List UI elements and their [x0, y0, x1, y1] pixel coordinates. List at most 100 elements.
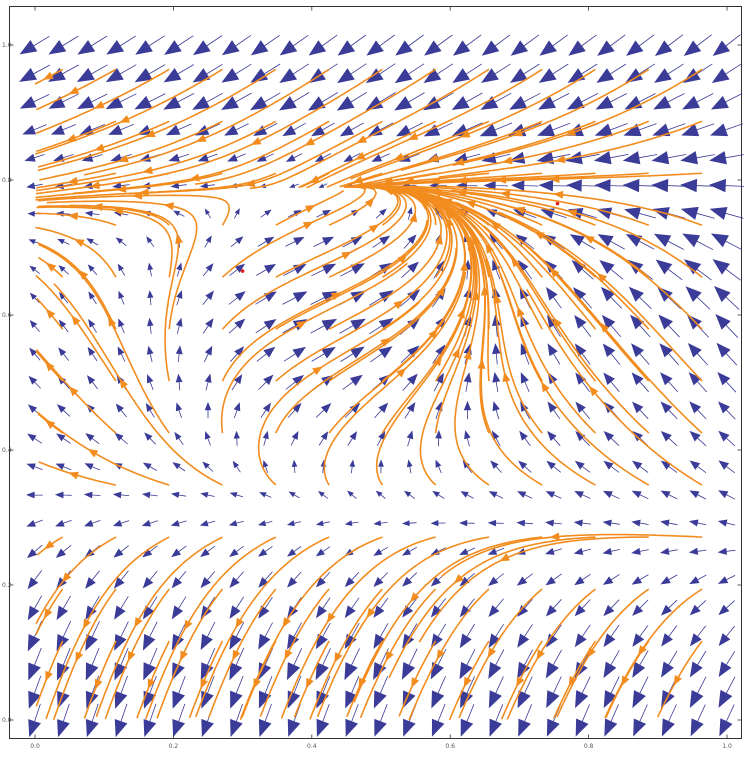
vector-arrow	[518, 704, 533, 737]
vector-arrow	[56, 595, 71, 621]
vector-arrow	[373, 648, 389, 680]
streamline-arrowhead	[305, 205, 316, 213]
vector-arrow	[200, 621, 216, 651]
streamline-arrowhead	[87, 448, 99, 458]
vector-arrow	[373, 676, 389, 709]
streamline	[298, 120, 437, 189]
vector-arrow	[373, 572, 389, 587]
vector-arrow	[630, 343, 650, 365]
vector-arrow	[307, 92, 339, 111]
vector-arrow	[311, 122, 335, 137]
vector-arrow	[376, 430, 386, 446]
vector-arrow	[193, 35, 223, 56]
vector-arrow	[19, 94, 50, 109]
vector-arrow	[315, 648, 331, 681]
streamline-arrowhead	[584, 235, 595, 244]
vector-arrow	[545, 624, 562, 648]
vector-arrow	[201, 703, 215, 738]
vector-arrow	[316, 703, 330, 737]
vector-arrow	[315, 520, 330, 527]
vector-arrow	[287, 675, 302, 709]
vector-arrow	[430, 547, 446, 556]
vector-arrow	[655, 259, 683, 281]
streamline	[316, 536, 490, 718]
vector-arrow	[718, 460, 735, 474]
streamline-arrowhead	[566, 209, 578, 217]
vector-arrow	[373, 623, 389, 649]
vector-arrow	[517, 624, 533, 648]
vector-arrow	[288, 491, 300, 499]
vector-arrow	[147, 262, 154, 277]
vector-arrow	[229, 263, 246, 276]
vector-arrow	[315, 546, 331, 557]
streamline-arrowhead	[127, 650, 136, 662]
vector-arrow	[681, 123, 715, 137]
vector-arrow	[200, 545, 216, 558]
vector-arrow	[688, 519, 707, 527]
vector-arrow	[431, 676, 446, 709]
streamline-arrowhead	[485, 243, 494, 254]
vector-arrow	[566, 93, 599, 110]
vector-arrow	[81, 153, 103, 162]
vector-arrow	[492, 343, 501, 365]
vector-arrow	[660, 547, 678, 555]
vector-arrow	[459, 519, 475, 527]
x-tick-label: 0.8	[584, 743, 594, 750]
vector-arrow	[632, 599, 649, 616]
vector-arrow	[398, 153, 420, 162]
vector-arrow	[680, 151, 715, 165]
vector-arrow	[344, 597, 360, 619]
x-tick-label: 1.0	[722, 743, 732, 750]
vector-arrow	[250, 34, 280, 56]
vector-arrow	[172, 462, 186, 472]
vector-arrow	[28, 375, 41, 389]
streamline-arrowhead	[493, 293, 502, 304]
vector-arrow	[88, 291, 97, 305]
streamline	[83, 68, 330, 176]
vector-arrow	[311, 263, 337, 277]
y-tick-label: 0.6	[2, 312, 12, 319]
vector-arrow	[631, 574, 649, 585]
vector-arrow	[260, 402, 271, 419]
streamline-arrowhead	[356, 135, 367, 144]
y-tick-label: 0.8	[2, 177, 12, 184]
vector-arrow	[373, 597, 389, 618]
vector-arrow	[625, 63, 656, 83]
streamline-arrowhead	[296, 320, 307, 330]
streamline-arrowhead	[409, 592, 420, 603]
vector-arrow	[369, 290, 394, 306]
streamline-arrowhead	[118, 154, 129, 163]
vector-arrow	[48, 64, 79, 82]
vector-arrow	[29, 292, 40, 304]
vector-arrow	[27, 570, 43, 590]
vector-arrow	[569, 234, 596, 250]
vector-arrow	[717, 575, 736, 584]
vector-arrow	[597, 234, 625, 250]
vector-arrow	[228, 520, 244, 527]
vector-arrow	[221, 92, 252, 111]
vector-arrow	[716, 342, 738, 366]
vector-arrow	[378, 459, 384, 474]
vector-arrow	[28, 647, 42, 681]
vector-arrow	[203, 345, 213, 363]
vector-arrow	[336, 92, 367, 111]
vector-arrow	[87, 346, 98, 362]
vector-arrow	[510, 34, 540, 56]
vector-arrow	[173, 210, 185, 217]
y-tick-label: 0.2	[2, 582, 12, 589]
vector-arrow	[289, 183, 299, 188]
vector-arrow	[168, 153, 190, 162]
vector-arrow	[230, 346, 245, 362]
streamline	[194, 68, 437, 185]
vector-arrow	[653, 93, 685, 110]
vector-arrow	[26, 544, 43, 559]
vector-arrow	[367, 122, 394, 137]
vector-arrow	[22, 124, 47, 135]
vector-arrow	[86, 375, 99, 390]
vector-arrow	[105, 64, 137, 83]
streamline	[221, 186, 367, 278]
vector-arrow	[432, 344, 446, 364]
vector-arrow	[545, 287, 562, 309]
streamline	[306, 68, 543, 189]
vector-arrow	[402, 597, 418, 618]
